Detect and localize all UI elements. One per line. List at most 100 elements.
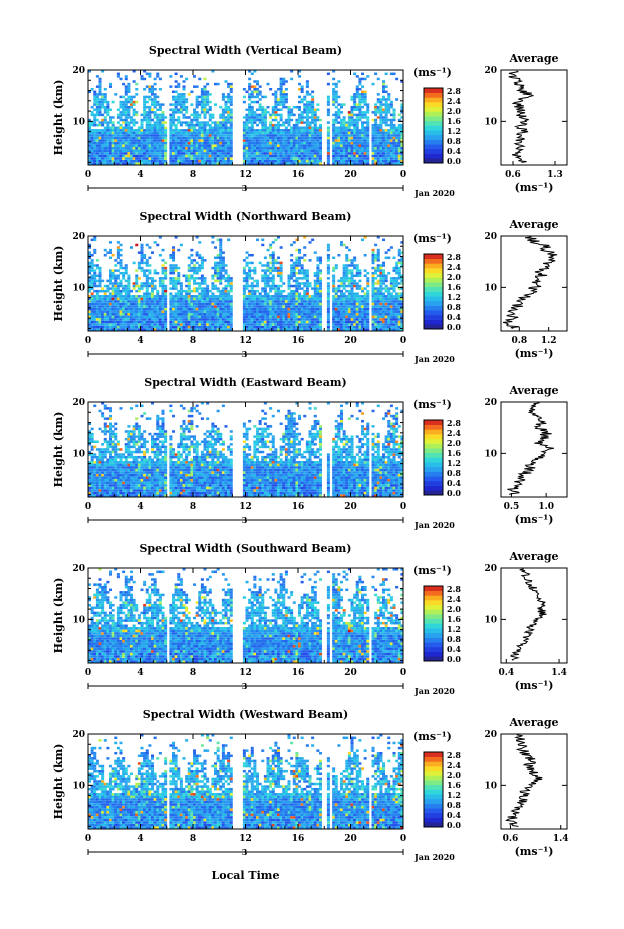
heatmap-cell — [156, 310, 160, 313]
heatmap-cell — [308, 305, 312, 308]
heatmap-cell — [279, 87, 283, 91]
heatmap-cell — [161, 152, 165, 155]
heatmap-cell — [119, 111, 123, 114]
heatmap-cell — [250, 323, 254, 326]
heatmap-cell — [298, 315, 302, 319]
heatmap-cell — [169, 116, 173, 119]
heatmap-cell — [169, 162, 173, 165]
heatmap-cell — [93, 277, 97, 280]
heatmap-cell — [274, 108, 278, 112]
heatmap-cell — [292, 139, 296, 142]
heatmap-cell — [109, 310, 113, 313]
heatmap-cell — [93, 302, 97, 306]
heatmap-cell — [382, 131, 386, 135]
heatmap-cell — [382, 103, 386, 106]
heatmap-cell — [137, 277, 141, 280]
heatmap-cell — [274, 162, 278, 165]
heatmap-cell — [224, 149, 228, 153]
heatmap-cell — [145, 116, 149, 119]
heatmap-cell — [295, 118, 299, 122]
heatmap-cell — [148, 313, 152, 316]
heatmap-cell — [366, 116, 370, 119]
heatmap-cell — [295, 277, 299, 280]
heatmap-cell — [266, 149, 270, 153]
heatmap-cell — [208, 113, 212, 117]
heatmap-cell — [353, 123, 357, 127]
heatmap-cell — [224, 152, 228, 155]
heatmap-cell — [345, 147, 349, 150]
heatmap-cell — [116, 297, 120, 301]
heatmap-cell — [124, 105, 128, 109]
heatmap-cell — [227, 129, 231, 132]
heatmap-cell — [158, 310, 162, 313]
heatmap-cell — [153, 136, 157, 140]
heatmap-cell — [250, 318, 254, 321]
heatmap-cell — [106, 121, 110, 124]
heatmap-cell — [253, 154, 257, 158]
heatmap-cell — [95, 144, 99, 147]
heatmap-cell — [269, 295, 273, 298]
heatmap-cell — [206, 147, 210, 150]
heatmap-cell — [326, 111, 330, 114]
heatmap-cell — [219, 149, 223, 153]
heatmap-cell — [145, 289, 149, 293]
heatmap-cell — [174, 323, 178, 326]
heatmap-cell — [145, 85, 149, 88]
heatmap-cell — [88, 136, 92, 140]
heatmap-cell — [295, 292, 299, 295]
heatmap-cell — [261, 264, 265, 267]
heatmap-cell — [303, 98, 307, 101]
heatmap-cell — [98, 271, 102, 275]
heatmap-cell — [98, 320, 102, 324]
heatmap-cell — [219, 256, 223, 260]
heatmap-cell — [274, 154, 278, 158]
heatmap-cell — [203, 307, 207, 311]
heatmap-cell — [198, 266, 202, 270]
heatmap-cell — [158, 284, 162, 288]
heatmap-cell — [279, 90, 283, 94]
heatmap-cell — [242, 95, 246, 99]
heatmap-cell — [308, 297, 312, 301]
heatmap-cell — [284, 323, 288, 326]
heatmap-cell — [148, 157, 152, 160]
heatmap-cell — [279, 149, 283, 153]
heatmap-cell — [177, 147, 181, 150]
heatmap-cell — [334, 100, 338, 104]
heatmap-cell — [203, 77, 207, 81]
heatmap-cell — [211, 144, 215, 147]
heatmap-cell — [111, 157, 115, 160]
heatmap-cell — [211, 121, 215, 124]
heatmap-cell — [253, 300, 257, 303]
heatmap-cell — [345, 269, 349, 272]
heatmap-cell — [135, 152, 139, 155]
heatmap-cell — [363, 126, 367, 129]
heatmap-cell — [211, 318, 215, 321]
heatmap-cell — [256, 131, 260, 135]
heatmap-cell — [337, 284, 341, 288]
heatmap-cell — [245, 131, 249, 135]
heatmap-cell — [350, 315, 354, 319]
heatmap-cell — [308, 328, 312, 331]
heatmap-cell — [263, 147, 267, 150]
heatmap-cell — [179, 154, 183, 158]
heatmap-cell — [253, 157, 257, 160]
heatmap-cell — [250, 313, 254, 316]
heatmap-cell — [127, 325, 131, 329]
heatmap-cell — [193, 320, 197, 324]
heatmap-cell — [214, 266, 218, 270]
heatmap-cell — [190, 159, 194, 163]
heatmap-cell — [337, 318, 341, 321]
heatmap-cell — [376, 108, 380, 112]
heatmap-cell — [106, 123, 110, 127]
heatmap-cell — [137, 251, 141, 254]
heatmap-cell — [116, 157, 120, 160]
heatmap-cell — [185, 320, 189, 324]
heatmap-cell — [90, 111, 94, 114]
heatmap-cell — [216, 157, 220, 160]
heatmap-cell — [353, 105, 357, 109]
heatmap-cell — [376, 131, 380, 135]
heatmap-cell — [130, 313, 134, 316]
heatmap-cell — [258, 325, 262, 329]
heatmap-cell — [127, 141, 131, 145]
heatmap-cell — [376, 116, 380, 119]
